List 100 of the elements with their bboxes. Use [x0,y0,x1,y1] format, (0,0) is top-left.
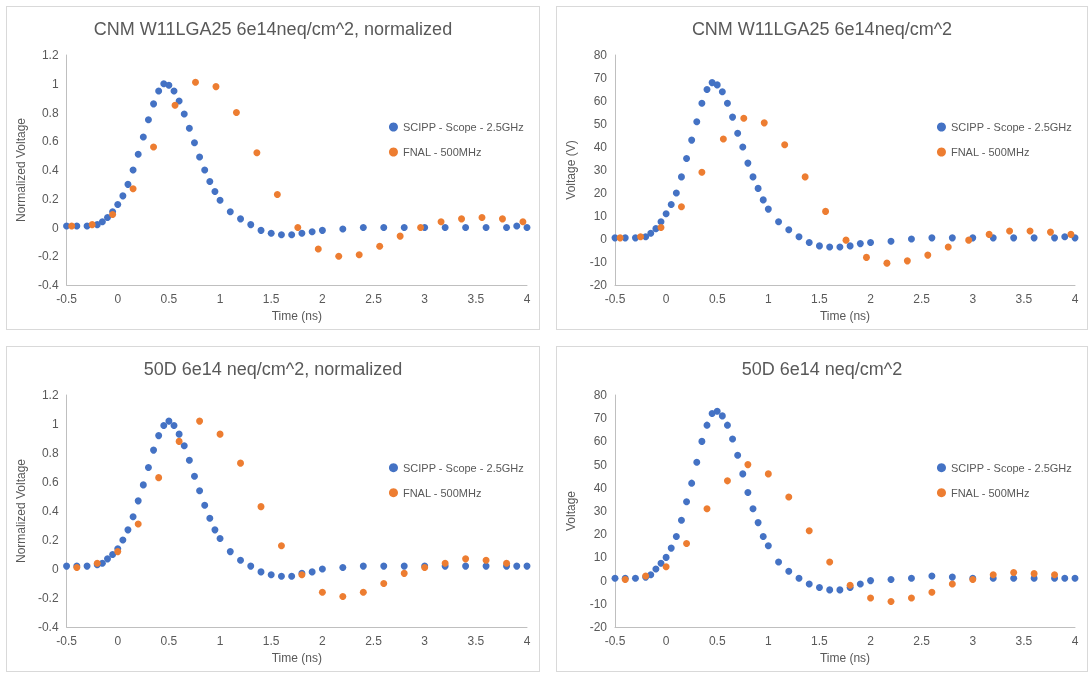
point [826,586,834,594]
point [677,203,685,211]
point [88,221,96,229]
y-tick-label: 0.4 [41,163,59,177]
point [175,437,183,445]
point [211,188,219,196]
point [688,136,696,144]
y-tick-label: 80 [593,388,608,402]
point [380,562,388,570]
point [944,243,952,251]
y-tick-label: 50 [593,117,608,131]
x-axis-title: Time (ns) [819,308,871,323]
point [723,99,731,107]
point [734,451,742,459]
point [441,224,449,231]
point [1010,568,1018,576]
y-tick-label: -0.2 [37,249,59,264]
point [237,556,245,564]
point [760,119,768,127]
x-tick-label: 0 [114,634,122,648]
point [171,101,179,109]
point [150,143,158,151]
point [359,588,367,596]
point [216,535,224,543]
x-tick-label: 0 [662,292,670,306]
y-axis-title: Normalized Voltage [14,458,28,564]
point [683,539,691,547]
y-tick-label: 0.2 [41,533,59,547]
point [611,574,619,582]
point [907,594,915,602]
point [339,225,347,233]
point [192,78,199,86]
point [288,572,296,580]
y-tick-label: 1 [51,417,59,431]
point [458,215,466,223]
x-tick-label: 4 [1071,634,1079,648]
point [180,442,188,450]
y-tick-label: 20 [593,186,608,200]
point [815,584,823,592]
point [482,224,490,231]
x-tick-label: -0.5 [56,634,78,648]
point [1071,574,1079,582]
point [400,562,408,570]
point [277,231,285,239]
point [672,189,680,197]
point [948,234,956,242]
y-tick-label: 30 [593,504,608,518]
y-tick-label: -20 [589,278,608,292]
point [114,201,122,208]
point [339,593,347,601]
point [815,242,823,250]
point [190,472,198,480]
point [924,251,932,259]
point [683,498,691,506]
point [856,240,864,248]
x-tick-label: 0.5 [160,634,178,648]
x-tick-label: 3.5 [1015,292,1033,306]
point [836,586,844,594]
point [1061,233,1069,241]
point [718,412,726,420]
point [729,113,737,121]
point [462,224,470,231]
y-tick-label: -0.2 [37,591,59,605]
point [180,110,188,118]
point [785,567,793,575]
point [698,437,706,445]
point [139,133,147,141]
point [253,149,261,157]
point [718,88,726,96]
point [308,568,316,576]
point [359,224,367,231]
point [693,458,701,466]
legend-label: SCIPP - Scope - 2.5GHz [950,461,1072,474]
y-axis-title: Voltage (V) [564,140,578,200]
point [744,488,752,496]
point [887,597,895,605]
point [631,574,639,582]
y-tick-label: 0 [600,232,608,246]
point [657,224,665,231]
x-tick-label: 3.5 [1015,634,1033,648]
y-tick-label: -10 [589,255,608,269]
point [318,226,326,234]
point [775,558,783,566]
y-tick-label: 0.6 [41,475,59,489]
point [134,150,142,158]
chart-title: CNM W11LGA25 6e14neq/cm^2, normalized [93,19,453,39]
point [355,251,363,259]
point [703,505,711,513]
point [267,571,275,579]
point [729,435,737,443]
point [744,461,752,469]
point [339,564,347,572]
point [801,173,809,181]
chart-title: 50D 6e14 neq/cm^2 [741,359,903,379]
point [662,210,670,218]
point [482,556,490,564]
point [677,516,685,524]
point [267,229,275,237]
point [155,432,163,440]
point [867,238,875,246]
